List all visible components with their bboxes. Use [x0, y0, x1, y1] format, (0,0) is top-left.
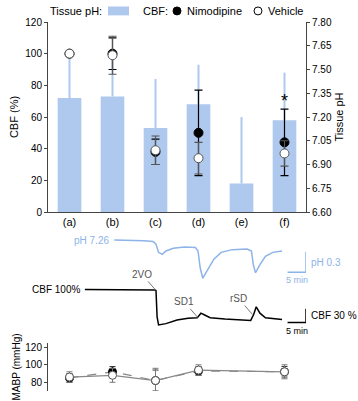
svg-text:7.50: 7.50 [312, 64, 332, 75]
svg-text:CBF 30 %: CBF 30 % [311, 310, 357, 321]
svg-text:MABP (mmHg): MABP (mmHg) [11, 333, 22, 400]
svg-text:80: 80 [31, 80, 43, 91]
svg-text:100: 100 [25, 359, 42, 370]
svg-text:(e): (e) [235, 216, 248, 228]
svg-text:120: 120 [25, 17, 42, 28]
svg-text:(c): (c) [149, 216, 162, 228]
svg-text:7.35: 7.35 [312, 88, 332, 99]
svg-text:SD1: SD1 [174, 296, 194, 307]
svg-text:(f): (f) [279, 216, 289, 228]
svg-text:*: * [281, 91, 288, 111]
svg-text:100: 100 [25, 48, 42, 59]
svg-text:5 min: 5 min [286, 275, 308, 285]
svg-text:5 min: 5 min [286, 326, 308, 336]
svg-text:rSD: rSD [230, 293, 247, 304]
svg-text:60: 60 [31, 112, 43, 123]
svg-text:20: 20 [31, 175, 43, 186]
svg-text:6.60: 6.60 [312, 207, 332, 218]
svg-text:7.80: 7.80 [312, 17, 332, 28]
svg-text:(d): (d) [192, 216, 205, 228]
svg-text:7.05: 7.05 [312, 135, 332, 146]
svg-text:7.65: 7.65 [312, 40, 332, 51]
svg-text:Nimodipine: Nimodipine [187, 5, 242, 17]
svg-text:Vehicle: Vehicle [268, 5, 303, 17]
svg-text:120: 120 [25, 342, 42, 353]
svg-text:80: 80 [31, 377, 43, 388]
svg-text:6.75: 6.75 [312, 183, 332, 194]
svg-text:(b): (b) [106, 216, 119, 228]
svg-text:Tissue pH: Tissue pH [333, 92, 345, 141]
svg-text:7.20: 7.20 [312, 112, 332, 123]
svg-text:40: 40 [31, 143, 43, 154]
svg-text:CBF:: CBF: [143, 5, 168, 17]
svg-text:0: 0 [36, 207, 42, 218]
svg-text:CBF 100%: CBF 100% [32, 284, 80, 295]
svg-text:CBF (%): CBF (%) [8, 96, 20, 138]
svg-text:Tissue pH:: Tissue pH: [50, 5, 102, 17]
svg-text:(a): (a) [63, 216, 76, 228]
svg-text:6.90: 6.90 [312, 159, 332, 170]
svg-text:pH 7.26: pH 7.26 [74, 235, 109, 246]
svg-text:2VO: 2VO [132, 269, 152, 280]
svg-text:pH 0.3: pH 0.3 [311, 257, 341, 268]
